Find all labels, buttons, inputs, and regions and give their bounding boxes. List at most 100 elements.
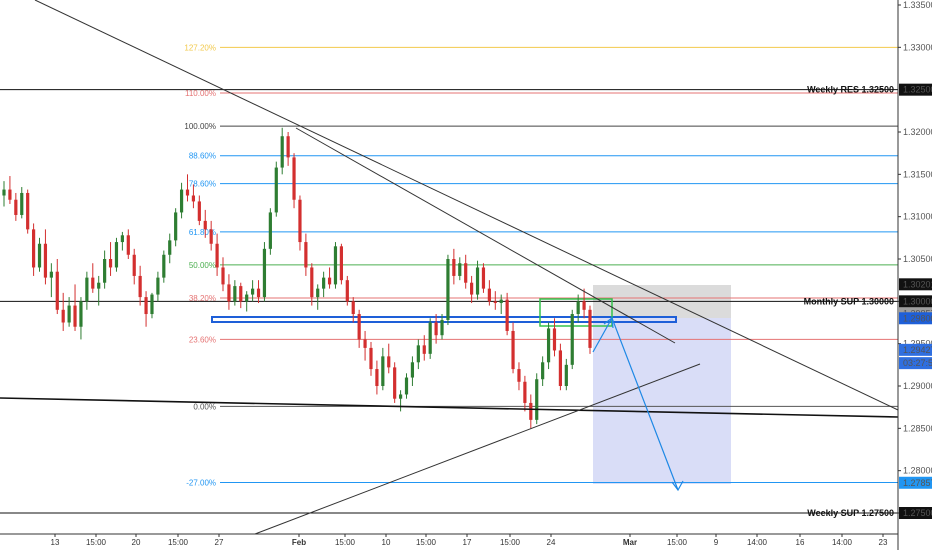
support-trend-line: [0, 397, 899, 418]
time-tick-label: 16: [796, 538, 805, 547]
candle-body: [144, 297, 148, 315]
candle-body: [327, 277, 332, 285]
candle-body: [345, 280, 349, 302]
candle-body: [339, 246, 343, 281]
candle-body: [393, 367, 397, 399]
time-axis[interactable]: 13 15:00 20 15:00 27 Feb 15:00 10 15:00 17 15:00 24…: [0, 533, 898, 547]
candle-body: [61, 309, 65, 323]
candle-body: [529, 402, 533, 420]
price-box: [899, 507, 932, 519]
arrow-head-icon: [671, 480, 684, 492]
candle-body: [517, 369, 521, 382]
price-axis[interactable]: 1.33500 1.33000 1.32000 1.31500 1.31000 1.305…: [897, 0, 932, 550]
candle-body: [43, 243, 48, 278]
price-box-label: 03:27:54: [903, 358, 932, 368]
candle-body: [440, 319, 444, 336]
price-box: [899, 357, 932, 370]
candle-body: [49, 271, 53, 278]
candle-body: [245, 294, 249, 302]
price-box-label: 1.29800: [903, 313, 932, 323]
candle-body: [523, 381, 527, 403]
candle-body: [168, 240, 172, 255]
fib-label: 23.60%: [189, 335, 216, 344]
fib-label: -27.00%: [186, 479, 216, 488]
candle-body: [387, 356, 391, 368]
fib-label: 50.00%: [189, 261, 216, 270]
time-tick-label: 9: [714, 538, 719, 547]
candle-body: [138, 275, 142, 298]
candle-body: [375, 369, 379, 386]
candle-body: [174, 212, 178, 241]
trendlines-layer: [0, 0, 899, 535]
arrow-head-icon: [603, 316, 614, 329]
price-tick-label: 1.29500: [903, 339, 932, 349]
price-box: [899, 343, 932, 356]
candle-body: [191, 195, 196, 202]
fib-label: 61.80%: [189, 228, 216, 237]
key-level-label: Weekly RES 1.32500: [807, 85, 894, 95]
price-tick-label: 1.28500: [903, 423, 932, 433]
time-tick-label: 15:00: [86, 538, 107, 547]
candle-body: [398, 394, 403, 399]
price-tick-label: 1.33500: [903, 0, 932, 10]
candle-body: [475, 267, 480, 295]
time-tick-label: 20: [132, 538, 141, 547]
price-tick-label: 1.31000: [903, 212, 932, 222]
fib-label: 78.60%: [189, 180, 216, 189]
candle-body: [150, 294, 154, 315]
candle-body: [452, 259, 456, 276]
fib-levels-layer: 127.20% 110.00% 100.00% 88.60% 78.60% 61.80% 5…: [184, 43, 898, 488]
candle-body: [103, 259, 107, 283]
fib-label: 88.60%: [189, 152, 216, 161]
fib-label: 127.20%: [184, 43, 216, 52]
candle-body: [582, 301, 586, 310]
price-box-label: 1.27857: [903, 478, 932, 488]
candle-body: [316, 288, 320, 298]
candle-body: [268, 212, 272, 249]
zones-layer: [593, 285, 731, 484]
price-box: [899, 83, 932, 96]
price-tick-label: 1.31500: [903, 169, 932, 179]
candle-body: [546, 328, 551, 363]
fib-label: 0.00%: [193, 402, 216, 411]
downtrend-line: [34, 0, 899, 411]
candle-body: [120, 235, 124, 243]
supply-zone-rect: [211, 316, 677, 323]
candle-body: [262, 248, 267, 298]
candle-body: [369, 347, 373, 370]
candle-body: [458, 263, 462, 276]
candle-body: [91, 277, 95, 289]
candle-body: [26, 192, 30, 230]
candle-body: [499, 299, 503, 304]
price-box-label: 1.27500: [903, 508, 932, 518]
time-tick-label: 15:00: [168, 538, 189, 547]
fib-label: 110.00%: [185, 89, 216, 98]
retest-box: [539, 298, 613, 327]
time-tick-label: 15:00: [667, 538, 688, 547]
time-tick-label: 23: [879, 538, 888, 547]
time-tick-label: 15:00: [335, 538, 356, 547]
price-tick-label: 1.32000: [903, 127, 932, 137]
candle-body: [410, 362, 415, 378]
time-tick-label: 14:00: [747, 538, 768, 547]
candle-body: [73, 305, 77, 327]
candle-body: [179, 189, 184, 213]
candle-body: [404, 377, 409, 395]
price-box: [899, 312, 932, 325]
candle-body: [233, 286, 237, 302]
candle-body: [363, 339, 367, 348]
candle-body: [215, 243, 219, 268]
candle-body: [541, 362, 545, 380]
candle-body: [310, 267, 314, 298]
price-box: [899, 278, 932, 291]
candle-body: [132, 254, 136, 276]
candle-body: [221, 267, 225, 285]
candle-body: [55, 271, 59, 310]
candle-body: [239, 286, 243, 302]
candle-body: [493, 301, 497, 304]
candle-body: [85, 277, 89, 302]
candle-body: [114, 242, 119, 268]
target-zone-box: [593, 318, 731, 484]
candle-body: [274, 167, 278, 213]
